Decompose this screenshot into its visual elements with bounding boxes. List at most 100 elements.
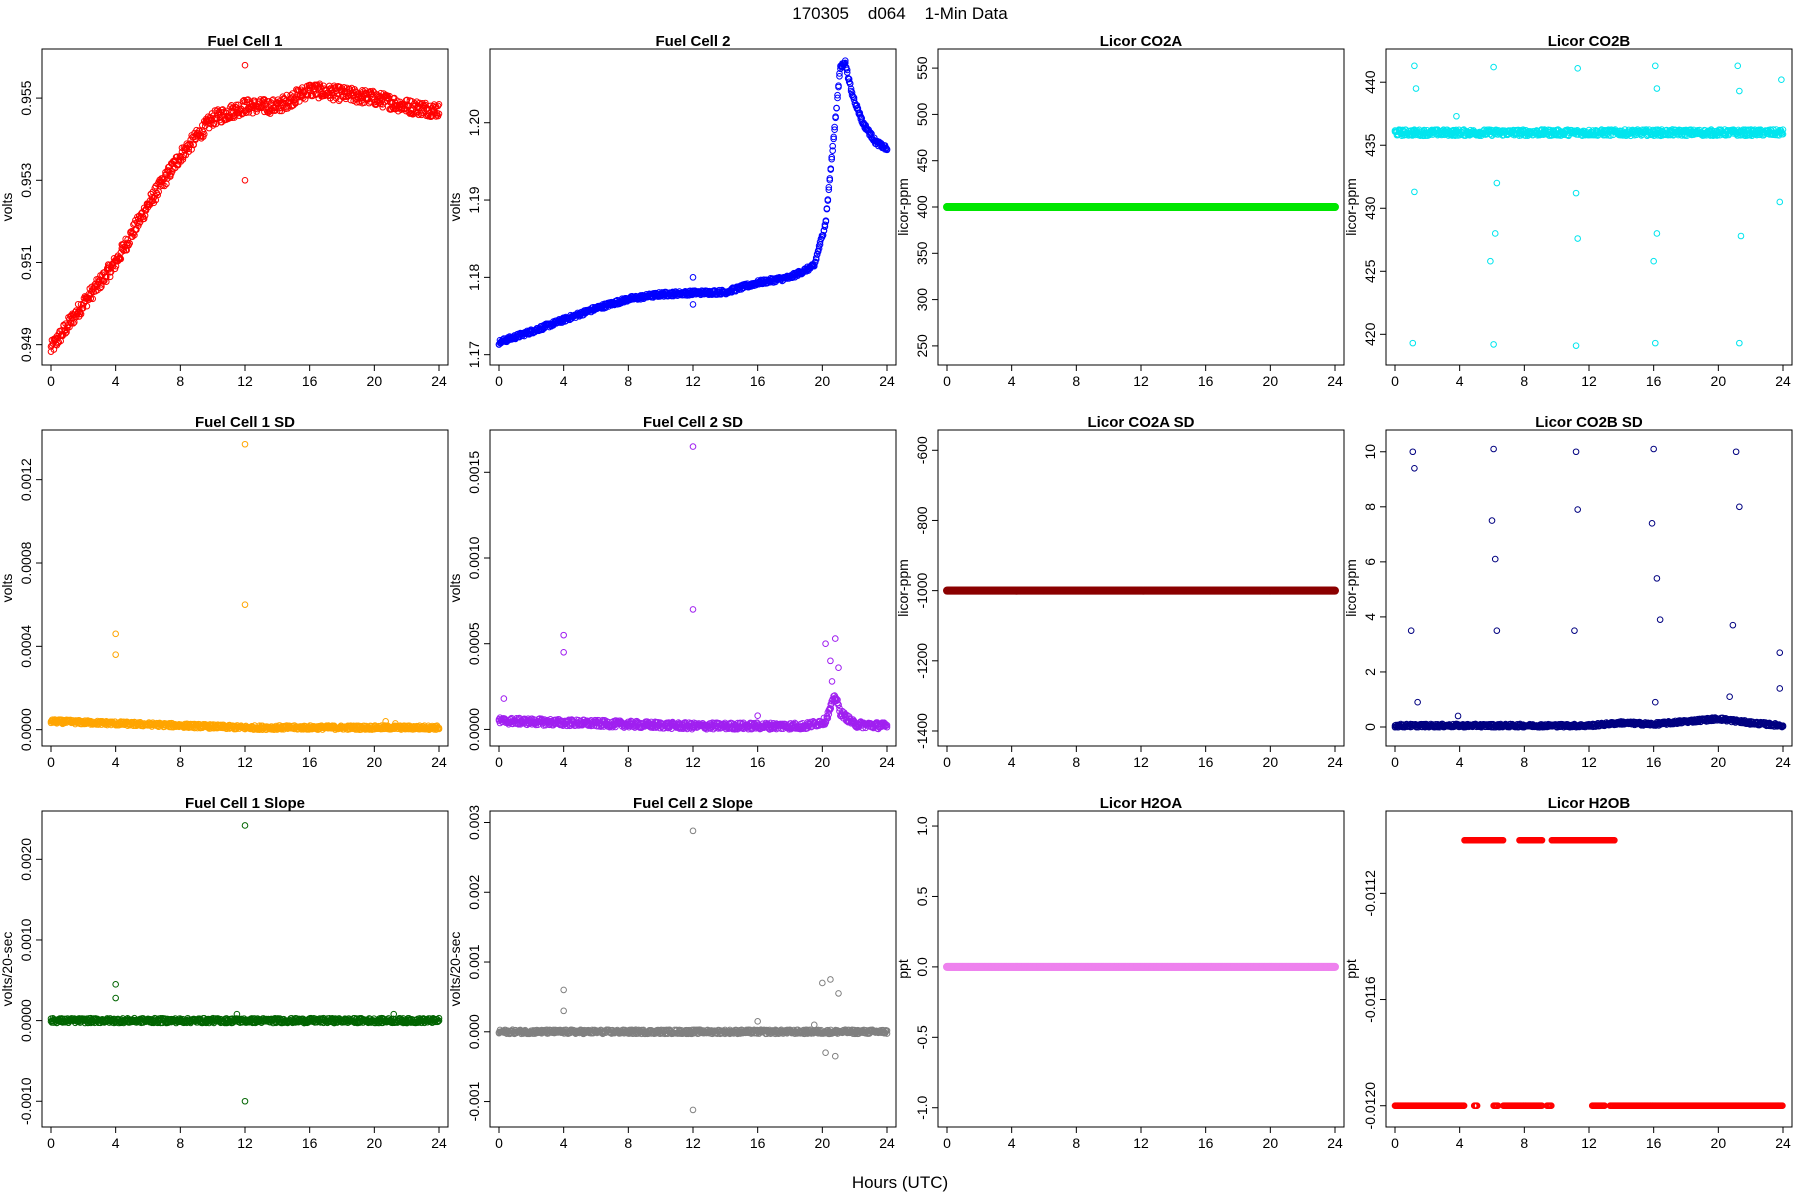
y-tick-label: 450 bbox=[914, 149, 930, 173]
data-point bbox=[335, 97, 343, 105]
outlier-point bbox=[689, 443, 697, 450]
data-point bbox=[154, 191, 161, 199]
y-tick-label: 435 bbox=[1362, 133, 1378, 157]
data-point bbox=[828, 155, 836, 163]
outlier-point bbox=[1651, 339, 1659, 347]
outlier-point bbox=[1412, 85, 1420, 92]
x-tick-label: 4 bbox=[1008, 754, 1016, 770]
x-tick-label: 4 bbox=[112, 373, 120, 389]
data-point bbox=[422, 101, 429, 109]
data-points bbox=[47, 61, 443, 355]
data-point bbox=[129, 233, 136, 241]
outlier-point bbox=[689, 606, 697, 613]
outlier-point bbox=[1409, 339, 1417, 347]
plot-frame bbox=[41, 429, 449, 747]
x-tick-label: 8 bbox=[624, 754, 632, 770]
data-point bbox=[300, 87, 308, 95]
x-tick-label: 16 bbox=[302, 754, 318, 770]
x-tick-label: 12 bbox=[685, 754, 701, 770]
data-point bbox=[834, 91, 841, 99]
x-tick-label: 16 bbox=[1198, 373, 1214, 389]
y-tick-label: 0.0010 bbox=[466, 536, 482, 579]
x-tick-label: 24 bbox=[1327, 754, 1343, 770]
data-point bbox=[161, 182, 168, 190]
x-tick-label: 20 bbox=[367, 754, 383, 770]
data-point bbox=[435, 100, 443, 108]
x-tick-label: 12 bbox=[1133, 754, 1149, 770]
data-point bbox=[155, 188, 162, 196]
outlier-point bbox=[822, 640, 829, 648]
outlier-point bbox=[689, 301, 697, 308]
y-tick-label: 0.953 bbox=[18, 163, 34, 198]
data-points bbox=[1391, 62, 1787, 349]
x-tick-label: 20 bbox=[1263, 373, 1279, 389]
data-point bbox=[810, 262, 818, 270]
data-point bbox=[434, 102, 442, 110]
y-axis-label: licor-ppm bbox=[895, 559, 911, 617]
data-point bbox=[843, 66, 851, 74]
panel-title: Fuel Cell 2 SD bbox=[643, 414, 743, 431]
outlier-point bbox=[1453, 112, 1460, 120]
x-tick-label: 20 bbox=[1263, 754, 1279, 770]
data-point bbox=[836, 70, 843, 77]
data-point bbox=[227, 114, 234, 122]
data-point bbox=[435, 110, 443, 118]
data-point bbox=[249, 109, 257, 117]
data-point bbox=[815, 245, 823, 252]
x-tick-label: 0 bbox=[943, 754, 951, 770]
y-tick-label: 1.17 bbox=[466, 341, 482, 368]
outlier-point bbox=[1653, 85, 1661, 92]
data-point bbox=[116, 254, 124, 261]
panel-title: Licor CO2A SD bbox=[1088, 414, 1195, 431]
data-point bbox=[847, 85, 855, 93]
outlier-point bbox=[1411, 188, 1418, 196]
data-points bbox=[495, 57, 891, 348]
y-tick-label: 0.0008 bbox=[18, 541, 34, 584]
outlier-point bbox=[1737, 232, 1745, 240]
y-tick-label: -800 bbox=[914, 506, 930, 534]
y-axis-label: volts bbox=[447, 574, 463, 603]
x-tick-label: 24 bbox=[1327, 373, 1343, 389]
data-point bbox=[70, 320, 77, 327]
y-tick-label: 0.949 bbox=[18, 327, 34, 362]
y-tick-label: 1.18 bbox=[466, 264, 482, 291]
y-tick-label: 0.0012 bbox=[18, 458, 34, 501]
outlier-point bbox=[1651, 62, 1659, 70]
x-tick-label: 8 bbox=[624, 373, 632, 389]
data-point bbox=[426, 106, 433, 113]
x-tick-label: 24 bbox=[879, 373, 895, 389]
data-point bbox=[187, 141, 194, 149]
x-tick-label: 24 bbox=[431, 754, 447, 770]
x-tick-label: 24 bbox=[431, 373, 447, 389]
x-tick-label: 16 bbox=[750, 754, 766, 770]
y-tick-label: 350 bbox=[914, 241, 930, 265]
x-tick-label: 8 bbox=[1072, 373, 1080, 389]
data-point bbox=[83, 302, 91, 310]
outlier-point bbox=[1736, 87, 1743, 95]
data-point bbox=[822, 218, 830, 225]
x-tick-label: 12 bbox=[1133, 373, 1149, 389]
x-tick-label: 12 bbox=[237, 373, 253, 389]
x-tick-label: 4 bbox=[1456, 373, 1464, 389]
outlier-point bbox=[828, 678, 836, 685]
outlier-point bbox=[241, 176, 249, 184]
outlier-point bbox=[241, 440, 249, 448]
outlier-point bbox=[1487, 257, 1494, 265]
data-point bbox=[1779, 130, 1787, 138]
outlier-point bbox=[1776, 198, 1784, 206]
outlier-point bbox=[560, 315, 567, 322]
x-tick-label: 20 bbox=[815, 754, 831, 770]
y-axis-label: volts bbox=[447, 193, 463, 222]
data-point bbox=[826, 175, 834, 182]
data-point bbox=[845, 75, 853, 83]
data-point bbox=[368, 90, 376, 98]
panel-title: Fuel Cell 2 bbox=[655, 33, 730, 50]
x-tick-label: 16 bbox=[1646, 373, 1662, 389]
data-point bbox=[126, 240, 133, 247]
y-tick-label: 1.20 bbox=[466, 109, 482, 136]
